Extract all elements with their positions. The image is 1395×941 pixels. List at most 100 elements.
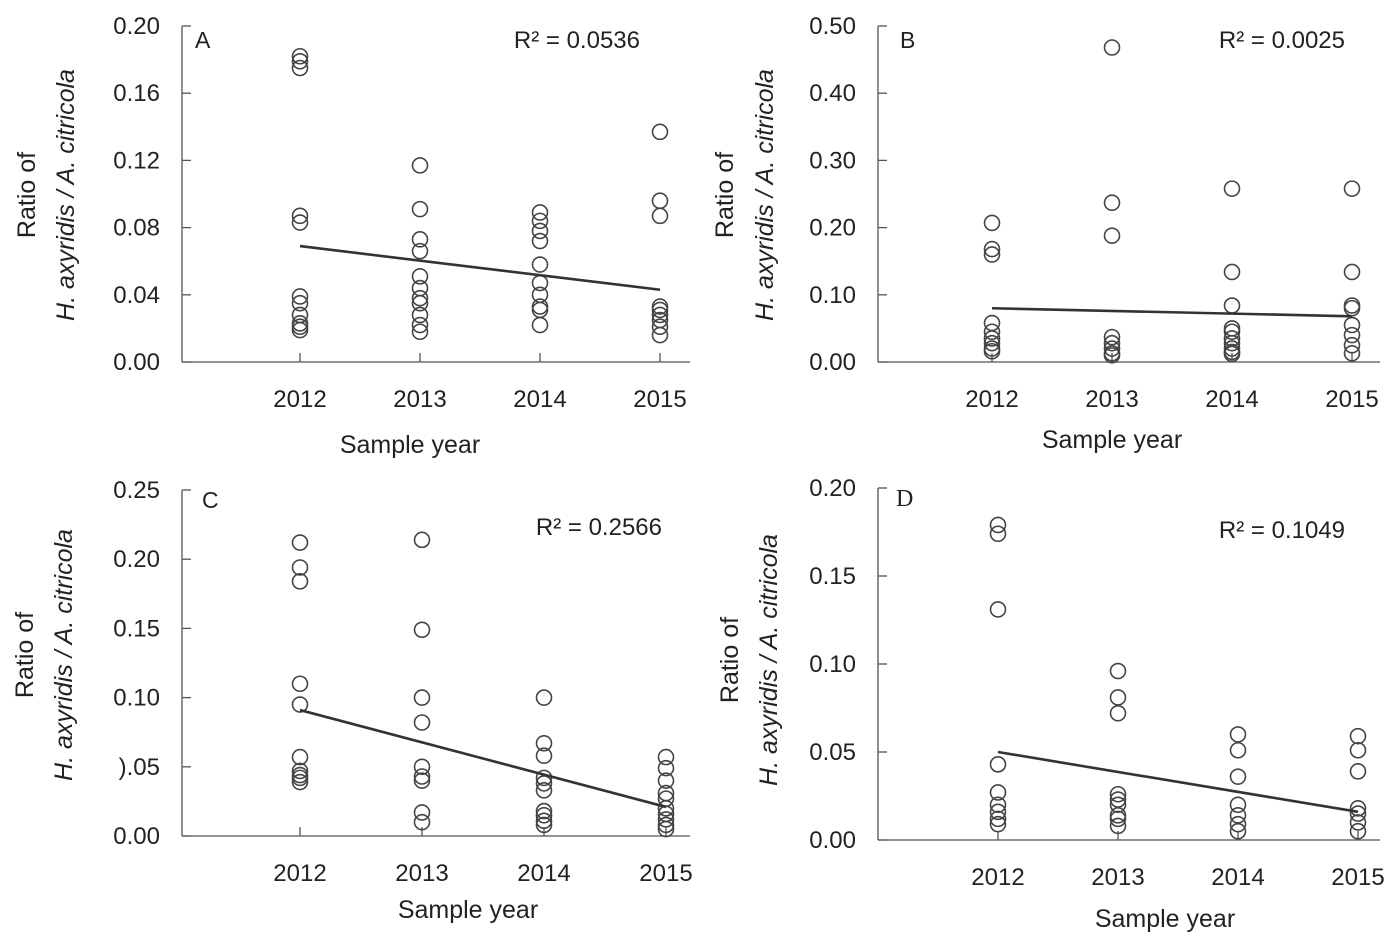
y-tick-label: 0.40 [809,80,856,107]
data-point [413,758,431,776]
data-point [1349,763,1367,780]
data-point [535,782,553,799]
data-point [657,811,675,828]
r-squared-label: R² = 0.0536 [514,27,640,54]
data-point [1343,336,1361,354]
data-point [1109,817,1127,835]
data-point [1109,810,1127,828]
y-tick-label: 0.00 [113,823,160,850]
data-point [411,231,429,248]
y-tick-label: 0.12 [113,147,160,174]
x-tick-label: 2014 [1211,864,1264,891]
data-point [291,294,309,312]
panel-c: 0.00).05 0.10 0.15 0.20 0.25 2012 2013 2014 2015… [11,477,693,924]
data-point [983,330,1001,347]
data-point [291,748,309,766]
y-tick-label: 0.15 [809,563,856,590]
data-point [1229,796,1247,814]
data-point [411,200,429,218]
data-point [983,314,1001,332]
data-point [1223,334,1241,352]
data-point [983,240,1001,258]
data-point [1343,316,1361,334]
data-point [411,294,429,312]
data-point [651,123,669,141]
data-point [989,810,1007,828]
data-point [413,714,431,731]
y-tick-label: 0.16 [113,80,160,107]
panel-letter: A [195,27,211,53]
data-point [531,256,549,273]
data-point [291,534,309,551]
x-tick-label: 2014 [513,386,566,413]
y-axis-title-line2: H. axyridis / A. citricola [50,529,78,781]
data-point [989,803,1007,821]
y-tick-label: 0.10 [809,651,856,678]
data-point [1343,180,1361,197]
y-tick-label: 0.04 [113,282,160,309]
y-axis-title-line1: Ratio of [13,152,41,238]
y-tick-label: 0.10 [113,685,160,712]
data-point [291,52,309,70]
data-point [1103,340,1121,357]
x-axis-title: Sample year [398,896,538,924]
data-point [1229,807,1247,824]
data-point [1349,741,1367,759]
y-axis-title-line1: Ratio of [11,612,39,698]
data-point [411,323,429,341]
panel-b: 0.00 0.10 0.20 0.30 0.40 0.50 2012 2013 2014 2015… [711,13,1380,454]
data-point [983,323,1001,341]
data-point [291,769,309,787]
x-tick-label: 2014 [517,860,570,887]
data-point [1103,328,1121,346]
r-squared-label: R² = 0.0025 [1219,27,1345,54]
panel-letter: C [202,487,219,513]
data-point [413,689,431,706]
data-point [989,815,1007,833]
data-point [413,813,431,831]
trendline [991,306,1353,318]
data-point [1223,297,1241,314]
data-point [535,816,553,834]
data-point [651,207,669,225]
x-axis-title: Sample year [340,431,480,459]
y-axis-title-line1: Ratio of [716,617,744,703]
x-tick-label: 2015 [1325,386,1378,413]
data-point [291,696,309,713]
data-point [535,812,553,830]
r-squared-label: R² = 0.2566 [536,514,662,541]
data-point [411,157,429,174]
data-point [1103,194,1121,212]
data-point [1229,768,1247,785]
x-tick-label: 2012 [971,864,1024,891]
data-point [657,772,675,789]
data-point [989,525,1007,543]
data-point [1109,662,1127,680]
data-point [531,232,549,250]
trendline [299,708,667,809]
data-point [531,316,549,334]
data-point [983,246,1001,263]
y-tick-label: 0.10 [809,282,856,309]
data-point [1109,785,1127,803]
y-axis-title-line2: H. axyridis / A. citricola [52,69,80,321]
data-point [291,306,309,324]
data-point [291,559,309,576]
data-point [989,756,1007,773]
y-tick-label: ).05 [119,754,160,781]
panel-d: 0.00 0.05 0.10 0.15 0.20 2012 2013 2014 2015 D R² … [716,475,1385,933]
y-tick-label: 0.15 [113,615,160,642]
data-point [535,747,553,765]
data-point [1349,805,1367,822]
data-point [1223,323,1241,341]
data-point [291,288,309,305]
x-tick-label: 2012 [273,860,326,887]
data-point [989,796,1007,814]
data-point [1223,180,1241,197]
data-point [413,768,431,785]
data-point [413,621,431,639]
data-point [657,748,675,766]
data-point [651,301,669,319]
data-point [1229,726,1247,743]
